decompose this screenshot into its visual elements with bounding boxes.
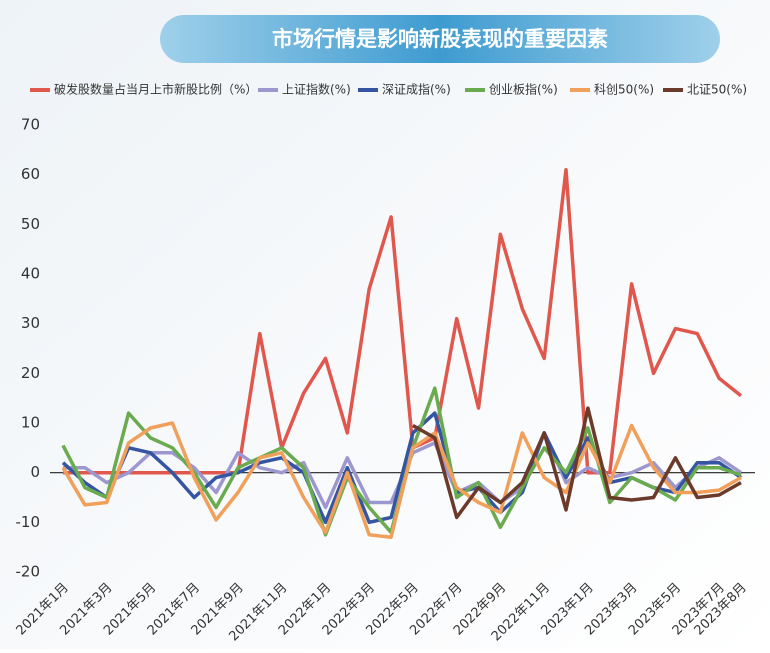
y-tick-label: 10 xyxy=(21,414,40,432)
y-tick-label: 20 xyxy=(21,364,40,382)
y-tick-label: 30 xyxy=(21,314,40,332)
legend-label: 上证指数(%) xyxy=(282,82,351,97)
legend-label: 深证成指(%) xyxy=(382,82,451,97)
y-tick-label: -10 xyxy=(16,513,41,531)
legend: 破发股数量占当月上市新股比例（%） 上证指数(%) 深证成指(%) 创业板指(%) 科创… xyxy=(30,82,747,97)
series-line xyxy=(61,411,742,525)
legend-label: 科创50(%) xyxy=(594,83,654,97)
series-line xyxy=(63,167,743,475)
y-tick-label: 50 xyxy=(21,215,40,233)
series-line xyxy=(412,406,742,520)
y-tick-label: 40 xyxy=(21,265,40,283)
title-banner xyxy=(160,15,720,63)
y-tick-label: 70 xyxy=(21,116,40,134)
legend-label: 创业板指(%) xyxy=(489,82,558,97)
legend-label: 北证50(%) xyxy=(687,83,747,97)
chart-title: 市场行情是影响新股表现的重要因素 xyxy=(272,27,608,51)
y-tick-label: 0 xyxy=(30,463,40,481)
y-tick-label: -20 xyxy=(16,563,41,581)
y-tick-label: 60 xyxy=(21,165,40,183)
series-line xyxy=(61,421,742,539)
legend-label: 破发股数量占当月上市新股比例（%） xyxy=(54,82,257,97)
